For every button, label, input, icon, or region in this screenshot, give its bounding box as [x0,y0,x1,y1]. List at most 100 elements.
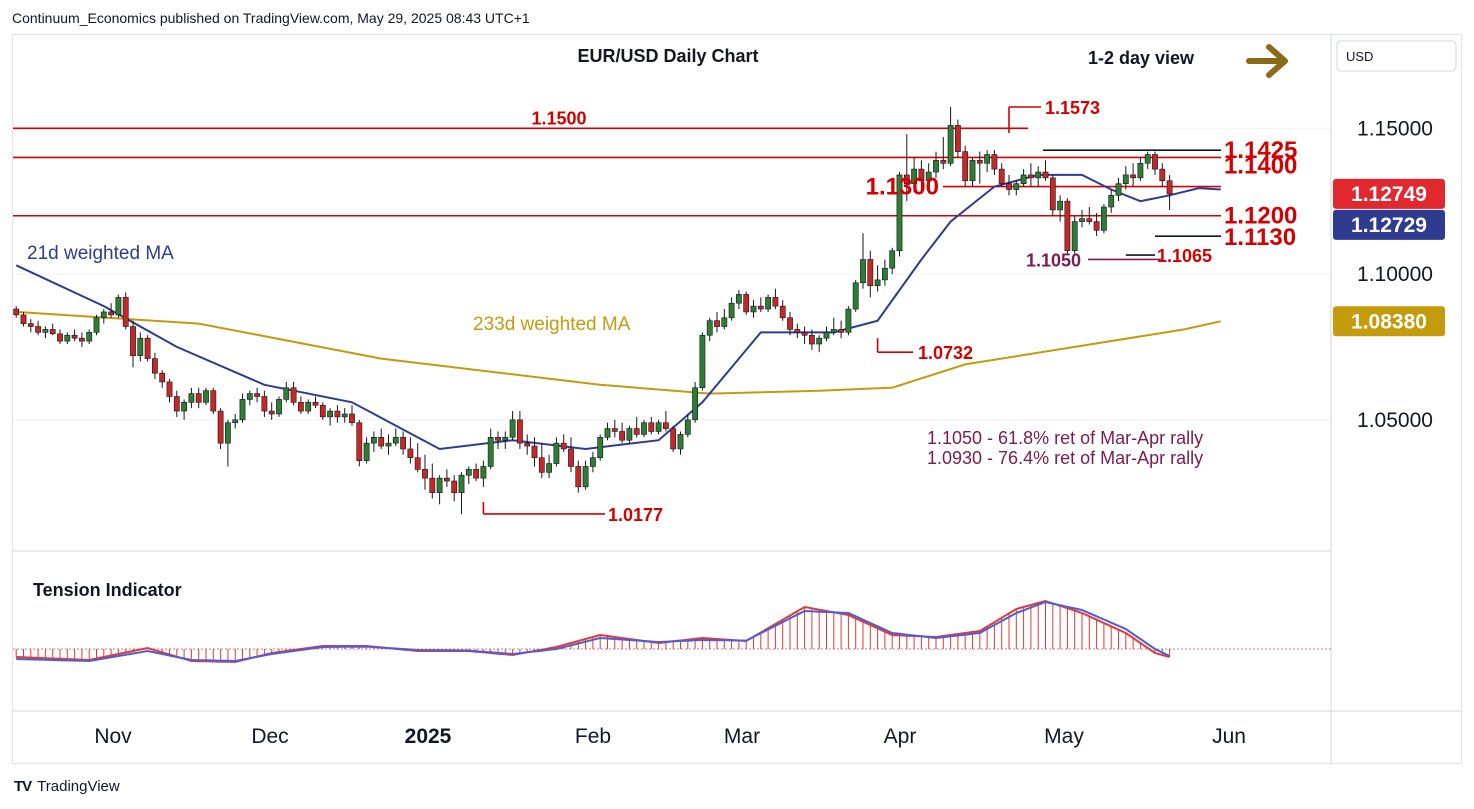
candle-body [414,457,421,470]
candle [13,306,20,318]
series-label-21d-wma: 21d weighted MA [27,243,174,264]
candle-body [64,334,71,342]
candle [290,381,297,406]
candle-body [852,282,859,310]
candle [1057,195,1063,222]
candle-body [188,393,195,403]
candle-body [305,402,312,412]
candle [166,379,173,403]
candle-body [173,396,180,412]
candle-body [1152,154,1158,170]
candle-body [451,480,458,493]
candle [1130,163,1136,187]
candle-body [830,329,837,333]
candle [794,323,801,339]
candle-body [429,477,436,493]
candle-body [13,308,20,316]
candle-body [246,393,253,400]
candle-body [524,442,531,447]
candle-body [772,297,779,307]
x-tick-label: Jun [1212,725,1246,748]
candle-body [181,402,187,412]
footer[interactable]: TV TradingView [14,778,120,795]
candle-body [1020,174,1027,184]
candle-body [933,160,939,173]
candle [495,431,501,449]
candle [531,437,538,467]
candle-body [100,311,107,319]
candle [1042,160,1049,181]
candle [1108,189,1115,213]
candle [1152,151,1158,175]
candle-body [1027,174,1034,179]
candle-body [93,317,100,333]
candle [611,419,618,438]
price-axis[interactable]: USD 1.15000 1.10000 1.05000 1.12749 1.12… [1333,40,1457,432]
candle [852,279,859,312]
candle [407,437,414,464]
candle [363,437,370,464]
candle [560,434,567,452]
candle-body [341,413,348,418]
candle-body [1006,183,1012,190]
y-tick-label: 1.05000 [1357,409,1433,432]
candle-body [962,151,969,182]
candle-body [918,168,925,182]
candle-body [604,428,611,438]
price-badge-233d-wma: 1.08380 [1333,306,1445,337]
candle [152,352,158,379]
candle-body [641,422,647,435]
candle-body [947,125,954,164]
candle-body [319,404,326,418]
candle-body [290,387,297,403]
candle-body [159,372,166,383]
candle-body [407,448,414,459]
candle [626,425,633,444]
candle [765,294,771,312]
candle [71,329,78,342]
time-axis[interactable]: Nov Dec 2025 Feb Mar Apr May Jun [94,725,1246,748]
candle [670,425,677,452]
candle-body [268,410,275,415]
candle [57,329,63,345]
candle-body [297,402,304,412]
candle [217,408,224,449]
candle [940,137,947,170]
retracement-note-2: 1.0930 - 76.4% ret of Mar-Apr rally [927,448,1203,468]
candle-body [71,334,78,339]
candle-body [589,457,596,467]
level-label-1400: 1.1400 [1224,152,1297,179]
candle-body [20,314,27,324]
candle [546,454,552,479]
candle [728,297,735,321]
candle [604,422,611,441]
candle [487,428,494,470]
candle-body [130,326,136,356]
candle [173,390,180,417]
currency-selector[interactable] [1336,40,1457,72]
candle [385,434,392,455]
candle-body [582,466,589,488]
candle [115,294,122,318]
candle-body [765,297,771,310]
footer-brand: TradingView [37,778,120,795]
candle [254,387,260,403]
chart-frame[interactable]: EUR/USD Daily Chart 1-2 day view 1.1500 … [12,34,1462,764]
candle-body [392,437,399,444]
candle [575,460,582,493]
candle [392,428,399,447]
candle-body [49,329,56,335]
candle [1035,166,1042,187]
candle [524,434,531,455]
candle-body [1086,218,1093,222]
candle [1159,163,1166,187]
svg-text:1.12729: 1.12729 [1351,214,1427,237]
candle-body [261,396,268,412]
candle-body [1042,171,1049,179]
candle-body [502,437,509,441]
candle-body [108,311,114,316]
eurusd-chart[interactable]: EUR/USD Daily Chart 1-2 day view 1.1500 … [13,35,1461,763]
candle [414,443,421,473]
candle [268,402,275,420]
candle [706,317,713,342]
